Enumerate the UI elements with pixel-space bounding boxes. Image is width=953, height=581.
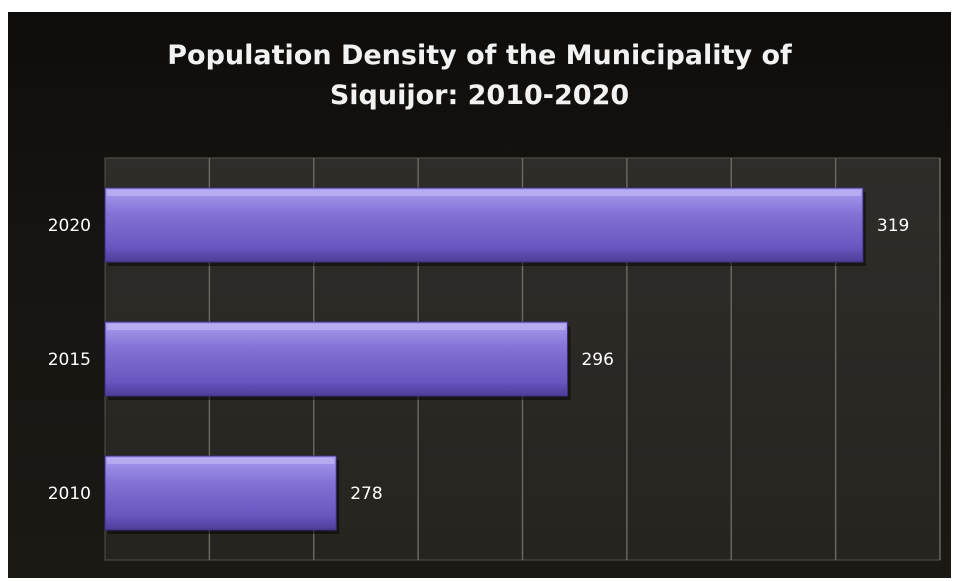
bar-highlight: [107, 190, 861, 196]
category-label-2020: 2020: [48, 216, 91, 236]
labels: 2020 319 2015 296 2010 278: [48, 216, 910, 504]
data-label-2020: 319: [877, 216, 909, 236]
chart-title: Population Density of the Municipality o…: [167, 40, 792, 111]
data-label-2015: 296: [581, 350, 613, 370]
bars: [104, 187, 866, 534]
bar-chart: 2020 319 2015 296 2010 278: [48, 157, 941, 561]
bar-2020: [104, 187, 864, 263]
bar-2010: [104, 455, 337, 531]
bar-2015: [104, 321, 568, 397]
data-label-2010: 278: [350, 484, 382, 504]
bar-highlight: [107, 324, 566, 330]
bar-highlight: [107, 458, 335, 464]
category-label-2010: 2010: [48, 484, 91, 504]
chart-area: Population Density of the Municipality o…: [8, 12, 951, 578]
category-label-2015: 2015: [48, 350, 91, 370]
